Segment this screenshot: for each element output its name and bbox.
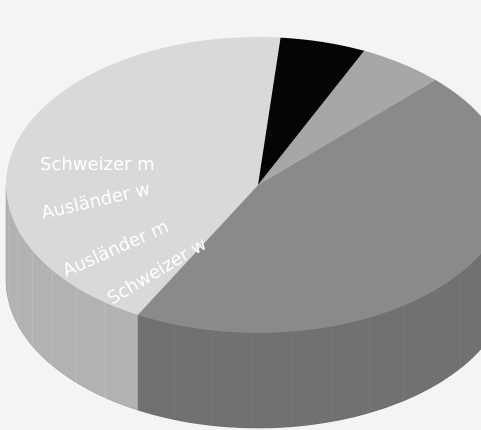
pie-slices (5, 36, 481, 333)
slice-schweizer-w (5, 36, 281, 316)
slice-auslaender-m (258, 37, 365, 186)
slice-auslaender-w (258, 50, 436, 185)
slice-label-schweizer-m: Schweizer m (40, 154, 155, 175)
slice-schweizer-m (137, 79, 481, 333)
pie-sides (5, 184, 481, 429)
